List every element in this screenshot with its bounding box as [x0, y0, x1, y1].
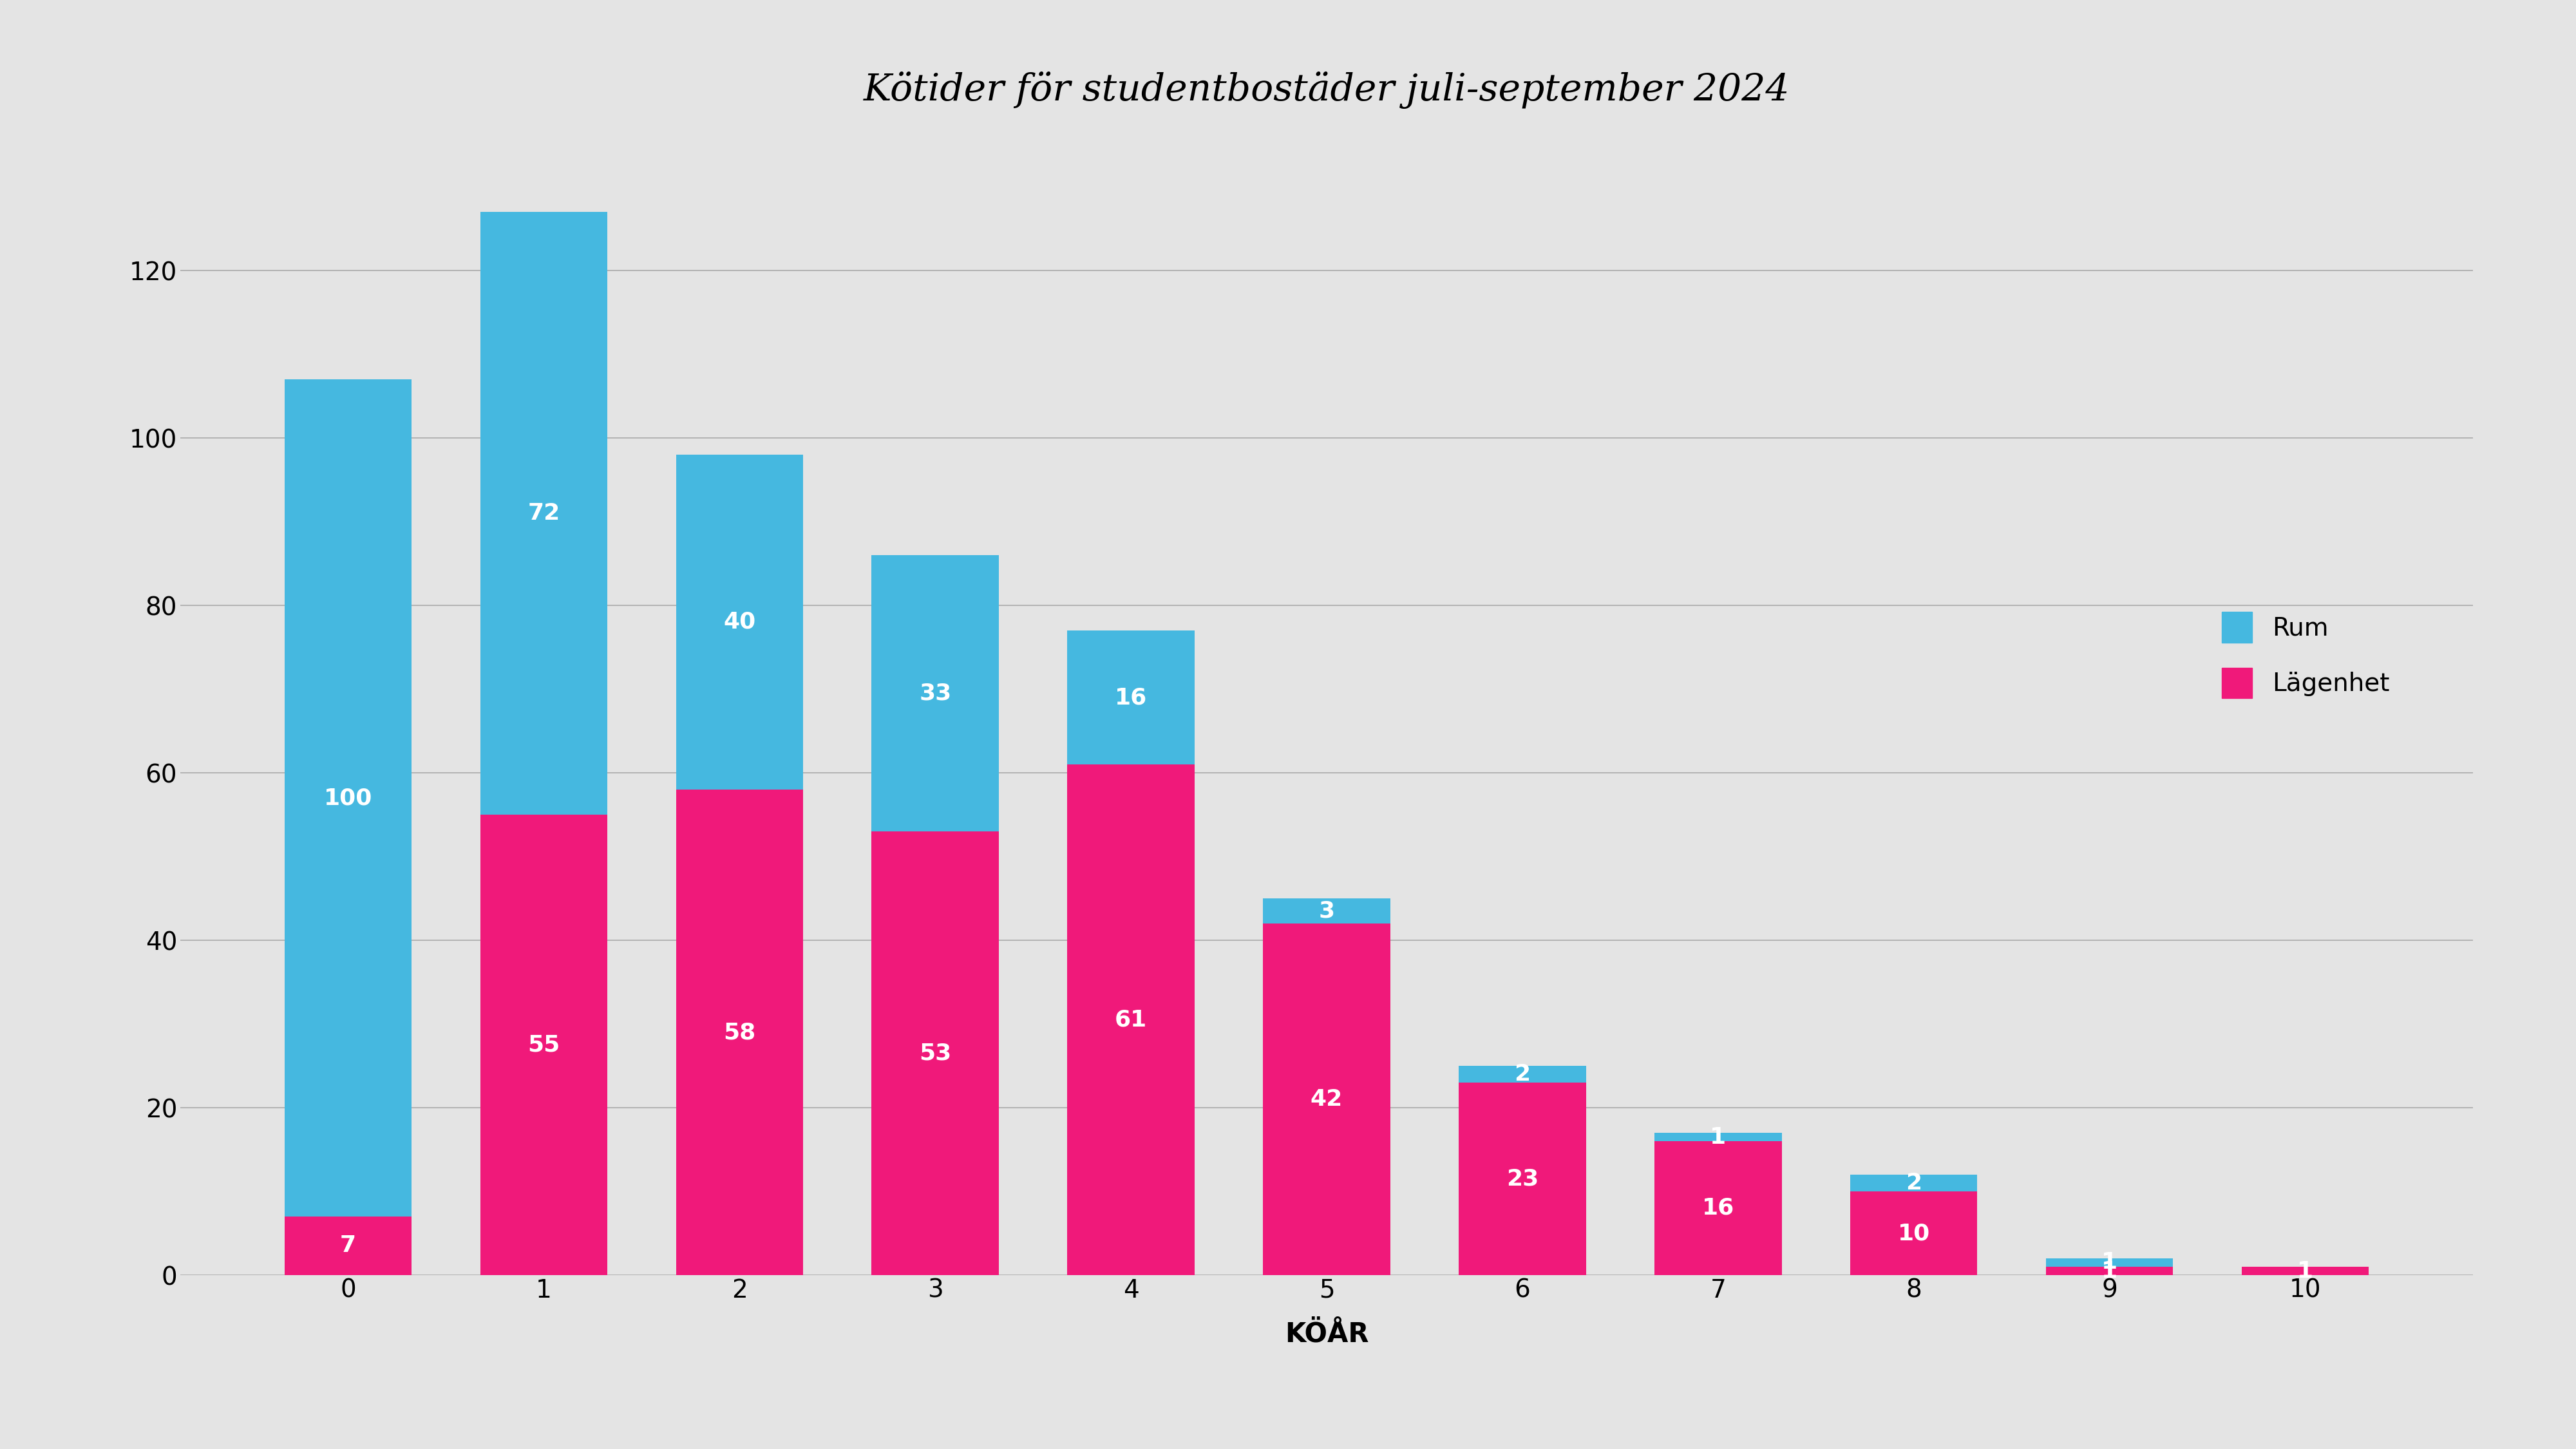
Bar — [1262, 898, 1391, 923]
Text: 1: 1 — [1710, 1126, 1726, 1148]
Title: Kötider för studentbostäder juli-september 2024: Kötider för studentbostäder juli-septemb… — [863, 71, 1790, 109]
Text: 72: 72 — [528, 503, 559, 525]
Bar — [283, 380, 412, 1217]
Bar — [1850, 1175, 1978, 1191]
Text: 7: 7 — [340, 1235, 355, 1256]
Text: 53: 53 — [920, 1042, 951, 1064]
Bar — [871, 832, 999, 1275]
Text: 1: 1 — [2298, 1261, 2313, 1282]
Text: 2: 2 — [1515, 1064, 1530, 1085]
X-axis label: KÖÅR: KÖÅR — [1285, 1320, 1368, 1348]
Bar — [2045, 1266, 2174, 1275]
Text: 2: 2 — [1906, 1172, 1922, 1194]
Legend: Rum, Lägenhet: Rum, Lägenhet — [2197, 587, 2414, 723]
Text: 16: 16 — [1115, 687, 1146, 709]
Bar — [1654, 1133, 1783, 1142]
Bar — [1654, 1142, 1783, 1275]
Bar — [1262, 923, 1391, 1275]
Text: 100: 100 — [325, 787, 374, 809]
Bar — [871, 555, 999, 832]
Text: 40: 40 — [724, 611, 755, 633]
Text: 42: 42 — [1311, 1088, 1342, 1110]
Bar — [675, 790, 804, 1275]
Bar — [1458, 1066, 1587, 1082]
Text: 3: 3 — [1319, 900, 1334, 922]
Bar — [1066, 765, 1195, 1275]
Text: 33: 33 — [920, 682, 951, 704]
Text: 23: 23 — [1507, 1168, 1538, 1190]
Bar — [1850, 1191, 1978, 1275]
Bar — [1458, 1082, 1587, 1275]
Text: 58: 58 — [724, 1022, 755, 1043]
Text: 16: 16 — [1703, 1197, 1734, 1219]
Text: 55: 55 — [528, 1035, 559, 1056]
Text: 1: 1 — [2102, 1252, 2117, 1274]
Bar — [479, 814, 608, 1275]
Bar — [1066, 630, 1195, 765]
Bar — [675, 455, 804, 790]
Text: 61: 61 — [1115, 1009, 1146, 1030]
Bar — [479, 212, 608, 814]
Text: 1: 1 — [2102, 1261, 2117, 1282]
Bar — [2045, 1258, 2174, 1266]
Bar — [2241, 1266, 2370, 1275]
Bar — [283, 1217, 412, 1275]
Text: 10: 10 — [1899, 1223, 1929, 1245]
